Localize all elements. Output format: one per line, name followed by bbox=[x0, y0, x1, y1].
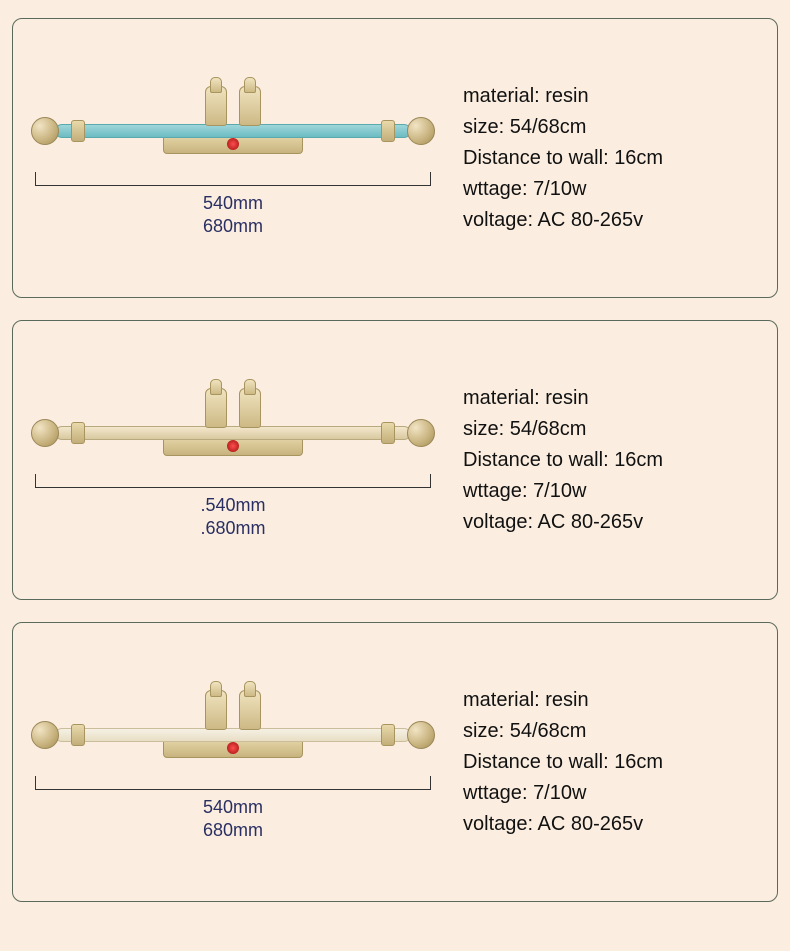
lamp-finial-right bbox=[407, 419, 435, 447]
dimension-value-1: 540mm bbox=[33, 192, 433, 215]
spec-row: Distance to wall: 16cm bbox=[463, 445, 777, 476]
dimension-value-1: .540mm bbox=[33, 494, 433, 517]
lamp-band bbox=[381, 120, 395, 142]
spec-row: voltage: AC 80-265v bbox=[463, 507, 777, 538]
spec-row: voltage: AC 80-265v bbox=[463, 205, 777, 236]
spec-row: material: resin bbox=[463, 685, 777, 716]
spec-row: size: 54/68cm bbox=[463, 414, 777, 445]
dimension-value-2: 680mm bbox=[33, 215, 433, 238]
lamp-jewel bbox=[227, 742, 239, 754]
spec-row: wttage: 7/10w bbox=[463, 174, 777, 205]
spec-row: material: resin bbox=[463, 383, 777, 414]
spec-list: material: resin size: 54/68cm Distance t… bbox=[453, 321, 777, 599]
spec-row: size: 54/68cm bbox=[463, 112, 777, 143]
spec-row: size: 54/68cm bbox=[463, 716, 777, 747]
spec-row: voltage: AC 80-265v bbox=[463, 809, 777, 840]
lamp-illustration bbox=[33, 692, 433, 762]
product-card: 540mm 680mm material: resin size: 54/68c… bbox=[12, 622, 778, 902]
spec-row: Distance to wall: 16cm bbox=[463, 747, 777, 778]
spec-row: material: resin bbox=[463, 81, 777, 112]
lamp-ornament bbox=[205, 86, 227, 126]
product-illustration-panel: 540mm 680mm bbox=[13, 19, 453, 297]
lamp-illustration bbox=[33, 88, 433, 158]
lamp-ornament bbox=[239, 690, 261, 730]
lamp-ornament bbox=[239, 388, 261, 428]
dimension-line bbox=[35, 474, 431, 488]
dimension-value-2: .680mm bbox=[33, 517, 433, 540]
lamp-finial-left bbox=[31, 419, 59, 447]
lamp-finial-left bbox=[31, 721, 59, 749]
lamp-jewel bbox=[227, 138, 239, 150]
lamp-finial-right bbox=[407, 721, 435, 749]
dimension-line bbox=[35, 776, 431, 790]
lamp-finial-left bbox=[31, 117, 59, 145]
lamp-ornament bbox=[239, 86, 261, 126]
lamp-illustration bbox=[33, 390, 433, 460]
lamp-finial-right bbox=[407, 117, 435, 145]
lamp-band bbox=[381, 724, 395, 746]
product-card: 540mm 680mm material: resin size: 54/68c… bbox=[12, 18, 778, 298]
lamp-ornament bbox=[205, 388, 227, 428]
lamp-bar bbox=[55, 728, 411, 742]
lamp-jewel bbox=[227, 440, 239, 452]
lamp-bar bbox=[55, 124, 411, 138]
lamp-band bbox=[71, 120, 85, 142]
product-illustration-panel: .540mm .680mm bbox=[13, 321, 453, 599]
dimension-value-2: 680mm bbox=[33, 819, 433, 842]
dimension-value-1: 540mm bbox=[33, 796, 433, 819]
lamp-band bbox=[71, 422, 85, 444]
spec-list: material: resin size: 54/68cm Distance t… bbox=[453, 19, 777, 297]
dimension-bracket: 540mm 680mm bbox=[33, 172, 433, 239]
product-card: .540mm .680mm material: resin size: 54/6… bbox=[12, 320, 778, 600]
lamp-band bbox=[381, 422, 395, 444]
spec-list: material: resin size: 54/68cm Distance t… bbox=[453, 623, 777, 901]
spec-row: Distance to wall: 16cm bbox=[463, 143, 777, 174]
lamp-bar bbox=[55, 426, 411, 440]
dimension-bracket: 540mm 680mm bbox=[33, 776, 433, 843]
spec-row: wttage: 7/10w bbox=[463, 476, 777, 507]
dimension-bracket: .540mm .680mm bbox=[33, 474, 433, 541]
lamp-band bbox=[71, 724, 85, 746]
dimension-line bbox=[35, 172, 431, 186]
product-illustration-panel: 540mm 680mm bbox=[13, 623, 453, 901]
spec-row: wttage: 7/10w bbox=[463, 778, 777, 809]
lamp-ornament bbox=[205, 690, 227, 730]
